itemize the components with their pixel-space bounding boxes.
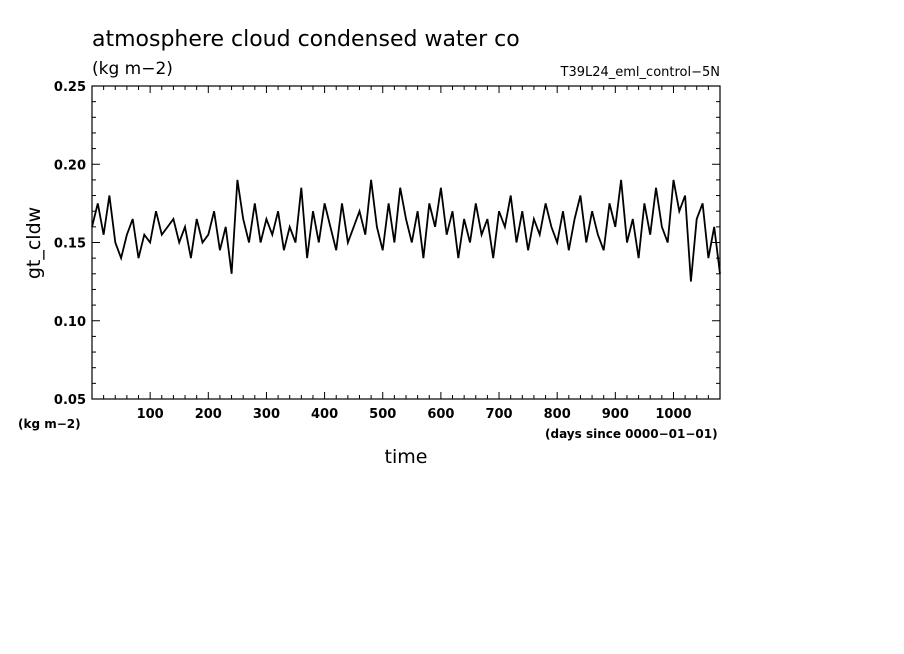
x-unit-label: (days since 0000−01−01)	[545, 427, 718, 441]
y-tick-label: 0.05	[54, 393, 86, 408]
x-tick-label: 1000	[655, 407, 691, 422]
x-tick-label: 600	[427, 407, 454, 422]
chart-subtitle: (kg m−2)	[92, 59, 173, 79]
x-tick-labels: 100 200 300 400 500 600 700 800 900 1000	[137, 407, 692, 422]
chart-title: atmosphere cloud condensed water co	[92, 27, 520, 52]
axis-ticks	[92, 86, 720, 399]
x-tick-label: 700	[485, 407, 512, 422]
y-axis-title: gt_cldw	[23, 207, 45, 279]
x-tick-label: 200	[195, 407, 222, 422]
x-tick-label: 900	[602, 407, 629, 422]
y-tick-label: 0.10	[54, 315, 86, 330]
series-line	[91, 179, 721, 282]
x-tick-label: 500	[369, 407, 396, 422]
y-tick-labels: 0.05 0.10 0.15 0.20 0.25	[54, 80, 86, 408]
y-unit-label: (kg m−2)	[18, 417, 81, 431]
x-tick-label: 400	[311, 407, 338, 422]
x-tick-label: 100	[137, 407, 164, 422]
y-tick-label: 0.25	[54, 80, 86, 95]
y-tick-label: 0.15	[54, 237, 86, 252]
x-tick-label: 800	[544, 407, 571, 422]
run-label: T39L24_eml_control−5N	[560, 65, 721, 80]
plot-frame	[91, 85, 721, 400]
x-tick-label: 300	[253, 407, 280, 422]
x-axis-title: time	[385, 446, 428, 468]
y-tick-label: 0.20	[54, 158, 86, 173]
